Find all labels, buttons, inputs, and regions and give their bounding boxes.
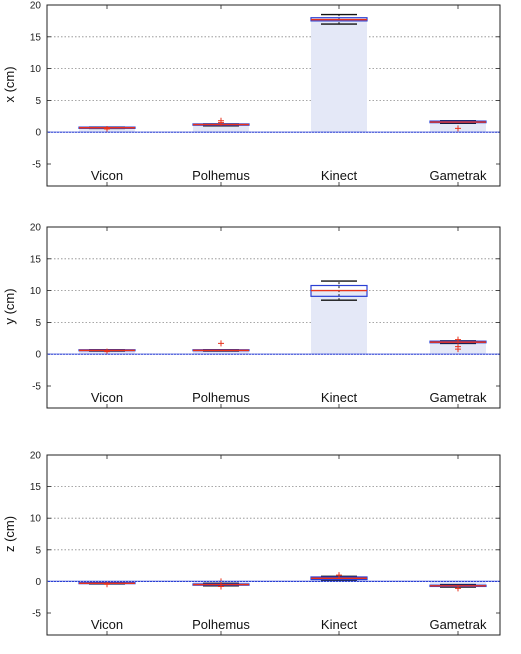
- category-label: Gametrak: [429, 390, 487, 405]
- y-tick-label: 15: [30, 482, 42, 493]
- category-label: Gametrak: [429, 168, 487, 183]
- category-label: Kinect: [321, 168, 358, 183]
- chart-panel-3: -5 0 5 10 15 20 z (cm) Vicon Polhemus Kinect Gamet…: [2, 451, 501, 636]
- chart-panel-1: -5 0 5 10 15 20 x (cm) Vicon Polhemus Kinect Gamet…: [2, 1, 501, 187]
- y-tick-label: 0: [35, 350, 41, 361]
- y-tick-label: -5: [32, 160, 41, 171]
- chart-panel-2: -5 0 5 10 15 20 y (cm) Vicon Polhemus Kinect Gamet…: [2, 223, 501, 409]
- mean-bar: [311, 19, 367, 133]
- box-polhemus: [192, 340, 250, 355]
- box-gametrak: [429, 336, 487, 355]
- outlier-marker: [218, 583, 224, 590]
- y-tick-label: 10: [30, 64, 42, 75]
- y-axis-label: y (cm): [2, 288, 17, 324]
- y-tick-label: 20: [30, 223, 42, 234]
- y-tick-label: 15: [30, 254, 42, 265]
- y-tick-label: -5: [32, 382, 41, 393]
- outlier-marker: [455, 346, 461, 353]
- outlier-marker: [455, 336, 461, 343]
- y-tick-label: 5: [35, 96, 41, 107]
- box-vicon: [78, 126, 136, 133]
- category-label: Kinect: [321, 390, 358, 405]
- mean-bar: [430, 581, 486, 586]
- box-kinect: [310, 13, 368, 133]
- outlier-marker: [455, 125, 461, 132]
- category-label: Kinect: [321, 617, 358, 632]
- category-label: Polhemus: [192, 617, 250, 632]
- plot-frame: [46, 4, 501, 187]
- box-vicon: [78, 581, 136, 588]
- y-tick-label: 20: [30, 451, 42, 462]
- y-tick-label: -5: [32, 609, 41, 620]
- category-label: Polhemus: [192, 168, 250, 183]
- box-gametrak: [429, 581, 487, 592]
- category-label: Vicon: [91, 617, 123, 632]
- box-polhemus: [192, 117, 250, 133]
- y-tick-label: 20: [30, 1, 42, 12]
- box-kinect: [310, 280, 368, 355]
- box-gametrak: [429, 120, 487, 133]
- mean-bar: [193, 350, 249, 355]
- category-label: Vicon: [91, 390, 123, 405]
- y-tick-label: 10: [30, 286, 42, 297]
- category-label: Gametrak: [429, 617, 487, 632]
- category-label: Polhemus: [192, 390, 250, 405]
- y-axis-label: x (cm): [2, 66, 17, 102]
- outlier-marker: [104, 126, 110, 133]
- y-tick-label: 5: [35, 545, 41, 556]
- outlier-marker: [218, 340, 224, 347]
- category-label: Vicon: [91, 168, 123, 183]
- plot-frame: [46, 226, 501, 409]
- y-axis-label: z (cm): [2, 516, 17, 552]
- box-polhemus: [192, 578, 250, 590]
- box-vicon: [78, 348, 136, 355]
- y-tick-label: 15: [30, 32, 42, 43]
- box-kinect: [310, 572, 368, 582]
- plot-frame: [46, 454, 501, 636]
- y-tick-label: 0: [35, 128, 41, 139]
- y-tick-label: 10: [30, 514, 42, 525]
- y-tick-label: 0: [35, 577, 41, 588]
- outlier-marker: [104, 581, 110, 588]
- outlier-marker: [455, 585, 461, 592]
- mean-bar: [311, 290, 367, 355]
- y-tick-label: 5: [35, 318, 41, 329]
- outlier-marker: [336, 572, 342, 579]
- outlier-marker: [218, 119, 224, 126]
- mean-bar: [193, 124, 249, 133]
